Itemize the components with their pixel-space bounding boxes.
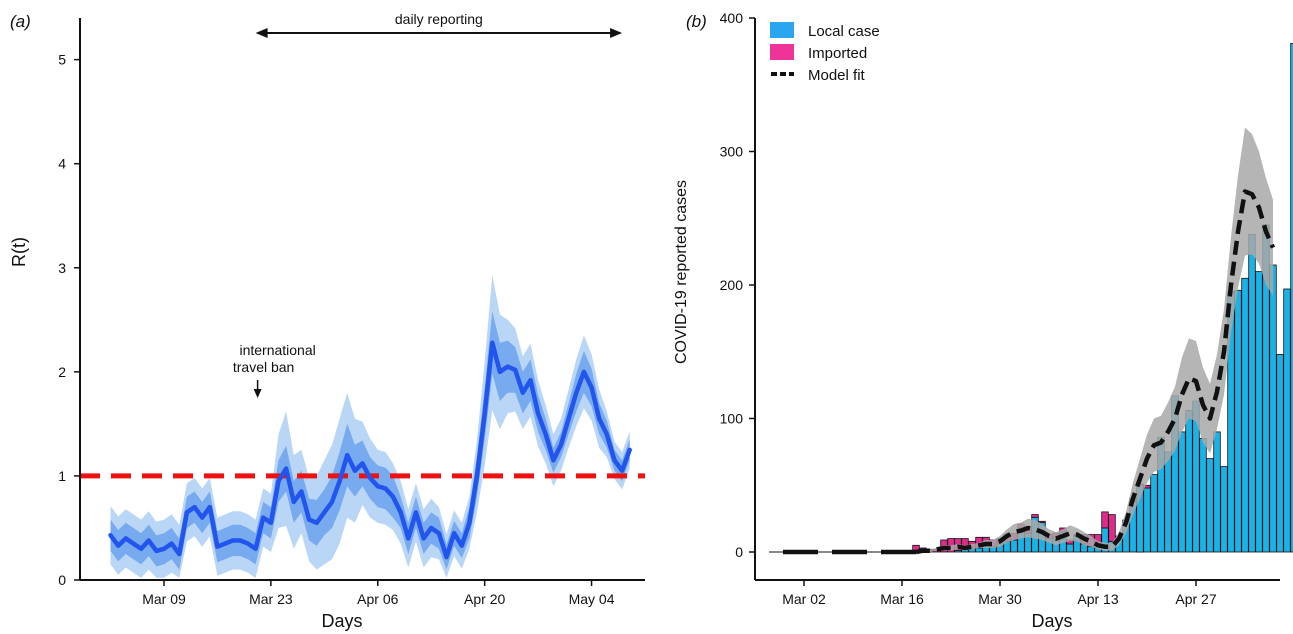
legend: Local case Imported Model fit <box>770 22 880 84</box>
travel-ban-annotation-line1: international <box>239 342 315 358</box>
local-case-bar <box>1283 288 1291 553</box>
y-tick-label: 3 <box>58 260 66 276</box>
y-tick-label: 5 <box>58 52 66 68</box>
rt-line-path <box>108 340 632 560</box>
local-case-bar <box>1066 543 1074 553</box>
local-case-bar <box>1010 539 1018 553</box>
local-case-bar <box>1213 431 1221 553</box>
legend-label: Imported <box>808 45 867 62</box>
y-tick-label: 0 <box>735 544 743 560</box>
local-case-bar <box>975 547 983 553</box>
panel-a-axes: 0 1 2 3 4 5 Mar 09 Mar 23 Apr 06 Apr 20 May 04 <box>58 18 645 607</box>
legend-swatch <box>770 44 794 60</box>
legend-label: Model fit <box>808 67 866 84</box>
x-tick-label: Mar 30 <box>978 591 1022 607</box>
y-tick-label: 0 <box>58 572 66 588</box>
x-tick-label: Apr 13 <box>1077 591 1118 607</box>
y-tick-label: 100 <box>720 411 744 427</box>
x-tick-label: Apr 20 <box>464 591 505 607</box>
panel-b-cases-chart: (b) 0 100 200 300 400 Mar 02 Mar 16 Mar 30 Apr 1… <box>673 10 1293 631</box>
local-case-bar <box>1220 466 1228 553</box>
local-case-bar <box>1150 474 1158 553</box>
y-tick-label: 400 <box>720 10 744 26</box>
x-tick-label: Mar 16 <box>880 591 924 607</box>
model-fit-line <box>769 189 1276 555</box>
local-case-bar <box>1143 487 1151 553</box>
imported-case-bar <box>1038 520 1046 523</box>
local-case-bar <box>1234 289 1242 553</box>
local-case-bar <box>1199 438 1207 553</box>
y-tick-label: 200 <box>720 277 744 293</box>
panel-a-label: (a) <box>10 12 31 31</box>
panel-a-y-axis-label: R(t) <box>9 237 29 267</box>
local-case-bar <box>1185 410 1193 553</box>
imported-case-bar <box>1108 514 1116 542</box>
daily-reporting-arrow-right-head <box>610 28 623 38</box>
rt-outer-band <box>110 275 630 578</box>
x-tick-label: Mar 09 <box>142 591 186 607</box>
x-tick-label: Mar 23 <box>249 591 293 607</box>
local-case-bar <box>1241 277 1249 553</box>
x-tick-label: Apr 06 <box>357 591 398 607</box>
local-case-bar <box>1269 264 1277 553</box>
panel-b-label: (b) <box>686 12 707 31</box>
local-case-bar <box>1178 431 1186 553</box>
rt-inner-band <box>110 311 630 570</box>
legend-swatch <box>770 22 794 38</box>
daily-reporting-label: daily reporting <box>395 11 483 27</box>
local-case-bar <box>1248 233 1256 553</box>
travel-ban-arrow-head <box>253 389 262 398</box>
panel-b-axes: 0 100 200 300 400 Mar 02 Mar 16 Mar 30 Apr 13 Apr… <box>720 10 1280 607</box>
panel-b-y-axis-label: COVID-19 reported cases <box>673 180 690 364</box>
y-tick-label: 1 <box>58 468 66 484</box>
y-tick-label: 300 <box>720 144 744 160</box>
imported-case-bar <box>1101 511 1109 529</box>
y-tick-label: 4 <box>58 156 66 172</box>
local-case-bar <box>1290 43 1293 553</box>
imported-case-bar <box>1031 514 1039 518</box>
local-case-bar <box>1164 451 1172 553</box>
panel-b-x-axis-label: Days <box>1031 611 1072 631</box>
daily-reporting-arrow-left-head <box>255 28 268 38</box>
x-tick-label: May 04 <box>569 591 615 607</box>
local-case-bar <box>1206 458 1214 553</box>
local-case-bar <box>1276 353 1284 553</box>
y-tick-label: 2 <box>58 364 66 380</box>
rt-series-line <box>108 340 632 560</box>
x-tick-label: Apr 27 <box>1175 591 1216 607</box>
travel-ban-annotation-line2: travel ban <box>233 359 294 375</box>
panel-a-rt-chart: (a) 0 1 2 3 4 5 Mar 09 Mar 23 Apr 06 Apr 20 May 04… <box>9 11 645 631</box>
rt-confidence-bands <box>110 275 630 578</box>
panel-a-x-axis-label: Days <box>321 611 362 631</box>
legend-label: Local case <box>808 23 880 40</box>
x-tick-label: Mar 02 <box>782 591 826 607</box>
local-case-bar <box>1255 271 1263 553</box>
